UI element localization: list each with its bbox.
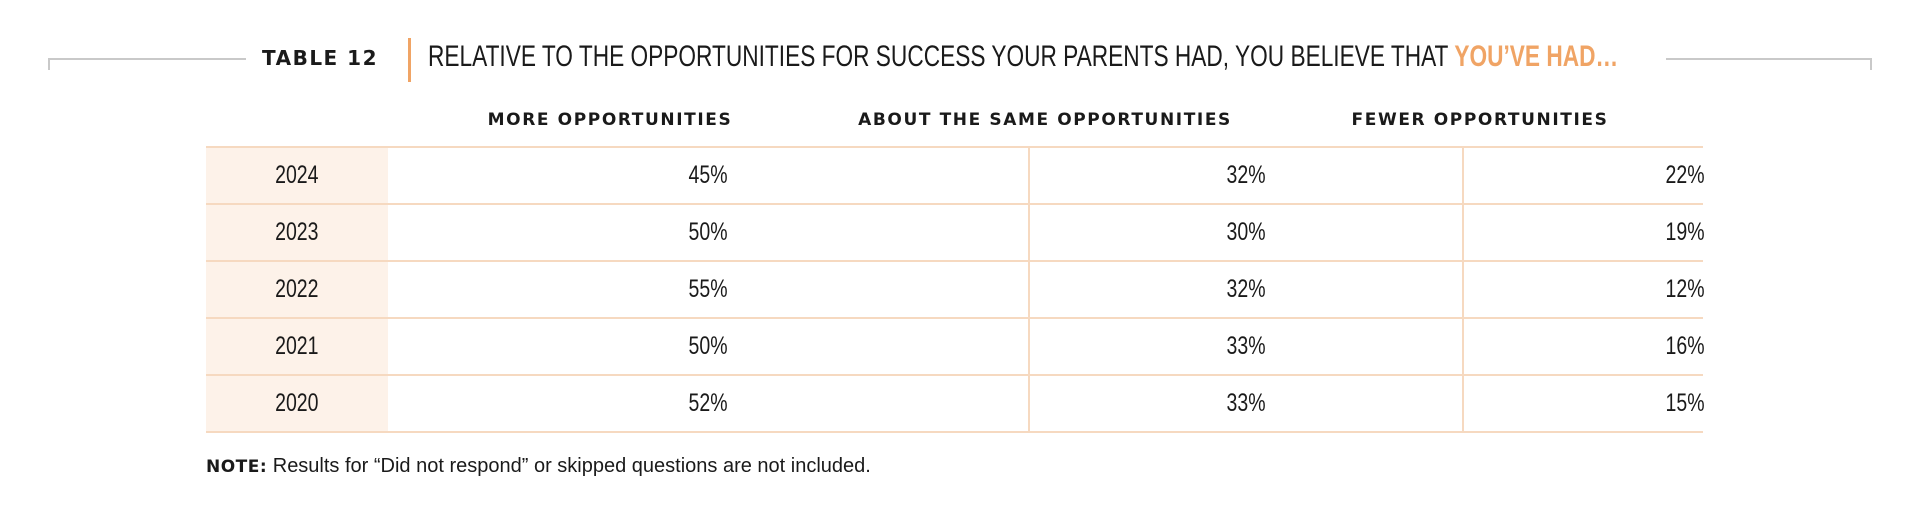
header-rule-right — [1666, 58, 1872, 60]
column-header-fewer: FEWER OPPORTUNITIES — [1351, 110, 1609, 130]
table-title-accent: YOU’VE HAD… — [1454, 40, 1619, 73]
cell-more: 52% — [388, 376, 1028, 431]
header-rule-left — [48, 58, 246, 60]
cell-more: 45% — [388, 148, 1028, 203]
cell-fewer-value: 22% — [1665, 161, 1705, 189]
cell-same-value: 33% — [1226, 389, 1266, 417]
cell-more: 50% — [388, 205, 1028, 260]
cell-fewer: 22% — [1462, 148, 1705, 203]
row-year: 2023 — [275, 218, 319, 246]
cell-same-value: 30% — [1226, 218, 1266, 246]
row-year-cell: 2021 — [206, 319, 388, 374]
column-header-more: MORE OPPORTUNITIES — [487, 110, 733, 130]
table-title-main: RELATIVE TO THE OPPORTUNITIES FOR SUCCES… — [428, 40, 1449, 73]
table-title: RELATIVE TO THE OPPORTUNITIES FOR SUCCES… — [428, 40, 1618, 74]
cell-same: 32% — [1028, 148, 1462, 203]
cell-fewer-value: 19% — [1665, 218, 1705, 246]
note-text: Results for “Did not respond” or skipped… — [267, 455, 871, 477]
row-year-cell: 2022 — [206, 262, 388, 317]
table-note: NOTE: Results for “Did not respond” or s… — [206, 455, 871, 478]
row-year: 2024 — [275, 161, 319, 189]
table-row: 2020 52% 33% 15% — [206, 374, 1705, 433]
row-year: 2020 — [275, 389, 319, 417]
column-header-same: ABOUT THE SAME OPPORTUNITIES — [858, 110, 1232, 130]
cell-same-value: 33% — [1226, 332, 1266, 360]
note-label: NOTE: — [206, 457, 268, 477]
cell-same: 32% — [1028, 262, 1462, 317]
table-row: 2023 50% 30% 19% — [206, 203, 1705, 260]
table-row: 2021 50% 33% 16% — [206, 317, 1705, 374]
table-number-label: TABLE 12 — [262, 46, 379, 70]
cell-same: 33% — [1028, 376, 1462, 431]
table-row: 2022 55% 32% 12% — [206, 260, 1705, 317]
cell-fewer-value: 12% — [1665, 275, 1705, 303]
row-year-cell: 2020 — [206, 376, 388, 431]
cell-fewer: 15% — [1462, 376, 1705, 431]
cell-more: 55% — [388, 262, 1028, 317]
cell-more-value: 50% — [688, 218, 728, 246]
cell-same: 30% — [1028, 205, 1462, 260]
cell-same-value: 32% — [1226, 161, 1266, 189]
row-year: 2021 — [275, 332, 319, 360]
cell-same: 33% — [1028, 319, 1462, 374]
row-year-cell: 2023 — [206, 205, 388, 260]
cell-same-value: 32% — [1226, 275, 1266, 303]
header-rule-right-tick — [1870, 58, 1872, 70]
cell-more-value: 55% — [688, 275, 728, 303]
cell-more-value: 45% — [688, 161, 728, 189]
cell-more-value: 52% — [688, 389, 728, 417]
cell-fewer-value: 16% — [1665, 332, 1705, 360]
cell-more-value: 50% — [688, 332, 728, 360]
table-row: 2024 45% 32% 22% — [206, 146, 1705, 203]
cell-fewer: 16% — [1462, 319, 1705, 374]
data-table: 2024 45% 32% 22% 2023 50% 30% 19% 2022 5… — [206, 146, 1705, 433]
cell-fewer: 12% — [1462, 262, 1705, 317]
cell-fewer: 19% — [1462, 205, 1705, 260]
row-year-cell: 2024 — [206, 148, 388, 203]
header-rule-left-tick — [48, 58, 50, 70]
cell-fewer-value: 15% — [1665, 389, 1705, 417]
title-divider — [408, 38, 411, 82]
row-year: 2022 — [275, 275, 319, 303]
cell-more: 50% — [388, 319, 1028, 374]
